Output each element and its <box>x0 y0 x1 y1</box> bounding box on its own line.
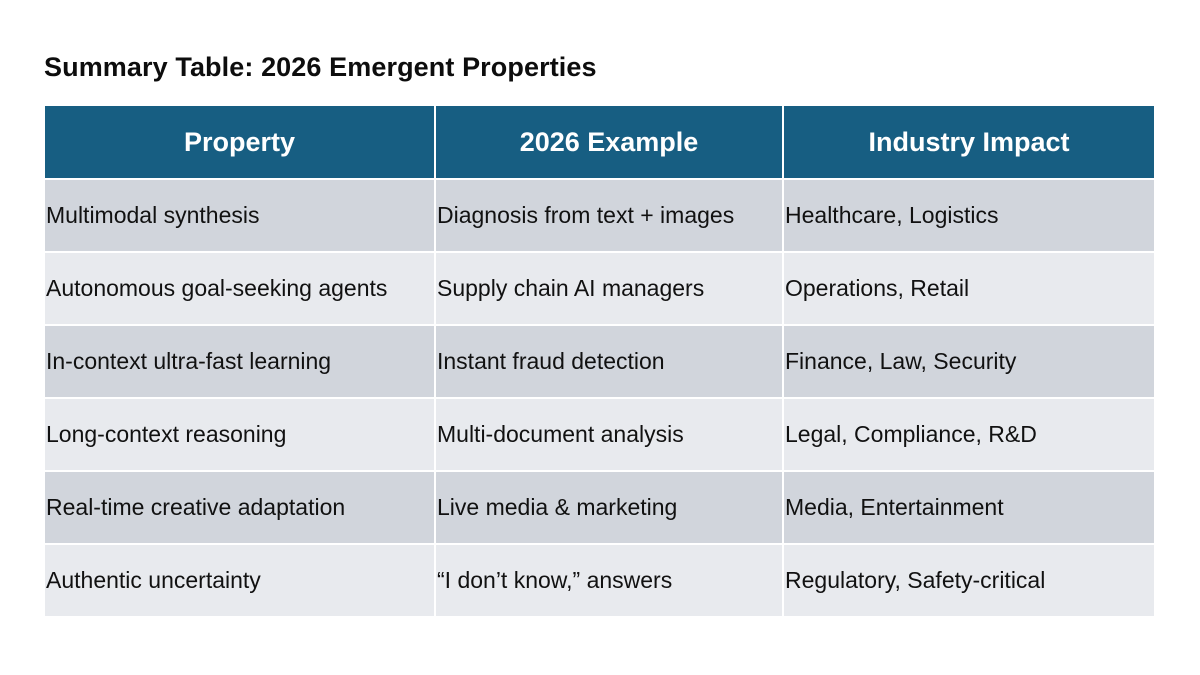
cell-example: Diagnosis from text + images <box>434 179 783 252</box>
cell-industry-impact: Operations, Retail <box>782 252 1154 325</box>
cell-example: Instant fraud detection <box>434 325 783 398</box>
cell-example: Live media & marketing <box>434 471 783 544</box>
table-row: Real-time creative adaptation Live media… <box>45 471 1154 544</box>
column-header-example: 2026 Example <box>434 106 783 179</box>
table-row: Long-context reasoning Multi-document an… <box>45 398 1154 471</box>
column-header-property: Property <box>45 106 435 179</box>
table-header-row: Property 2026 Example Industry Impact <box>45 106 1154 179</box>
cell-industry-impact: Media, Entertainment <box>782 471 1154 544</box>
summary-table: Property 2026 Example Industry Impact Mu… <box>45 106 1154 616</box>
table-row: Authentic uncertainty “I don’t know,” an… <box>45 544 1154 616</box>
cell-industry-impact: Healthcare, Logistics <box>782 179 1154 252</box>
table-row: Autonomous goal-seeking agents Supply ch… <box>45 252 1154 325</box>
cell-industry-impact: Legal, Compliance, R&D <box>782 398 1154 471</box>
cell-property: In-context ultra-fast learning <box>45 325 435 398</box>
cell-property: Multimodal synthesis <box>45 179 435 252</box>
cell-example: Supply chain AI managers <box>434 252 783 325</box>
page-title: Summary Table: 2026 Emergent Properties <box>44 52 597 82</box>
table-row: In-context ultra-fast learning Instant f… <box>45 325 1154 398</box>
column-header-industry-impact: Industry Impact <box>782 106 1154 179</box>
cell-example: Multi-document analysis <box>434 398 783 471</box>
cell-property: Autonomous goal-seeking agents <box>45 252 435 325</box>
cell-industry-impact: Regulatory, Safety-critical <box>782 544 1154 616</box>
cell-property: Real-time creative adaptation <box>45 471 435 544</box>
cell-property: Authentic uncertainty <box>45 544 435 616</box>
table-row: Multimodal synthesis Diagnosis from text… <box>45 179 1154 252</box>
cell-property: Long-context reasoning <box>45 398 435 471</box>
cell-example: “I don’t know,” answers <box>434 544 783 616</box>
cell-industry-impact: Finance, Law, Security <box>782 325 1154 398</box>
